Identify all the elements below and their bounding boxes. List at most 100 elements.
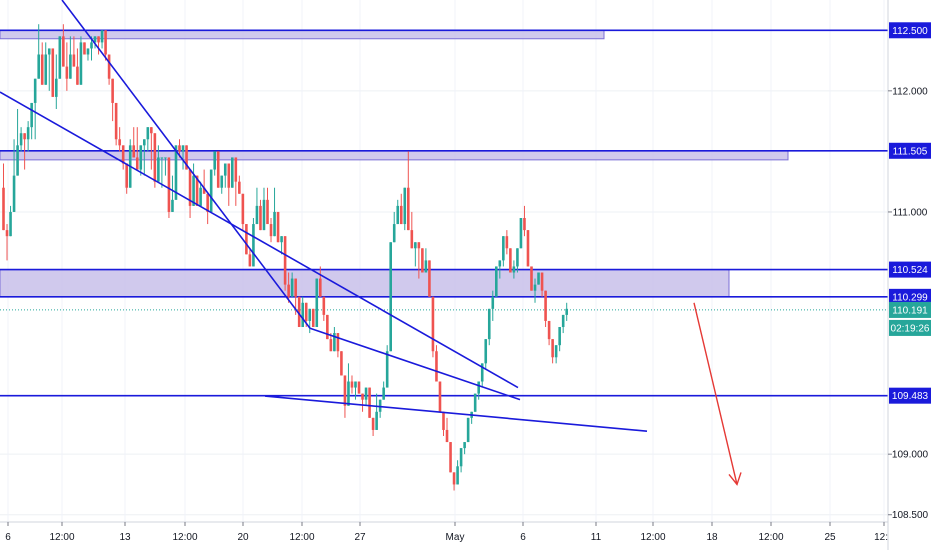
candle-body <box>30 102 33 128</box>
candle-body <box>118 139 121 146</box>
candle-body <box>326 314 329 340</box>
candle-body <box>438 381 442 412</box>
price-tick-111.000: 111.000 <box>893 207 928 218</box>
price-label-box-109.483 <box>889 387 931 404</box>
candle-body <box>206 193 209 212</box>
price-label-box-110.191 <box>889 301 931 318</box>
candle-body <box>389 242 392 352</box>
candle-body <box>262 199 266 231</box>
price-label-111.505: 111.505 <box>893 146 928 157</box>
candle-body <box>392 224 396 243</box>
price-label-box-110.524 <box>889 261 931 278</box>
candle-body <box>171 199 174 212</box>
candle-body <box>5 230 9 237</box>
candle-body <box>523 218 526 231</box>
candle-body <box>139 145 143 170</box>
candle-body <box>466 417 470 443</box>
candle-body <box>357 381 361 394</box>
time-tick-4: 20 <box>237 532 249 543</box>
candle-body <box>456 466 459 485</box>
candle-body <box>417 242 421 249</box>
candle-body <box>153 133 157 182</box>
candle-body <box>209 169 213 212</box>
candle-body <box>473 393 477 412</box>
price-label-110.299: 110.299 <box>892 292 928 303</box>
candle-body <box>498 260 502 267</box>
candle-body <box>396 205 400 225</box>
candles <box>2 24 568 491</box>
candle-body <box>23 133 26 140</box>
trendlines <box>0 0 648 432</box>
time-tick-13: 25 <box>824 532 836 543</box>
candle-body <box>93 36 97 43</box>
candle-body <box>164 157 167 159</box>
projection-arrow <box>693 302 742 486</box>
candle-body <box>565 308 568 315</box>
candle-body <box>280 236 283 243</box>
zones <box>0 29 789 298</box>
candle-body <box>199 187 202 206</box>
trendline-channel-upper-ext <box>309 327 521 401</box>
candle-body <box>114 102 118 140</box>
candle-body <box>2 187 5 231</box>
countdown-label: 02:19:26 <box>891 323 930 334</box>
candle-body <box>231 157 234 188</box>
candle-body <box>273 211 276 237</box>
candle-body <box>428 260 431 297</box>
candle-body <box>480 363 484 382</box>
grid <box>0 0 888 522</box>
trendline-channel-lower <box>0 91 519 389</box>
candle-body <box>97 36 100 43</box>
candle-body <box>452 472 456 485</box>
candle-body <box>248 254 252 267</box>
price-label-109.483: 109.483 <box>892 391 929 402</box>
trendline-channel-upper <box>61 0 311 329</box>
candle-body <box>40 54 44 85</box>
candle-body <box>371 417 375 430</box>
candle-body <box>188 169 192 206</box>
candle-body <box>160 157 164 159</box>
candle-body <box>512 266 516 273</box>
candle-body <box>185 145 188 170</box>
candle-body <box>561 314 565 328</box>
price-label-box-110.299 <box>889 288 931 305</box>
candle-body <box>266 199 269 225</box>
candle-body <box>104 30 107 55</box>
price-tick-108.500: 108.500 <box>892 510 929 521</box>
candle-body <box>491 296 495 309</box>
candle-body <box>223 163 227 176</box>
candle-body <box>530 266 533 291</box>
candle-body <box>554 345 558 358</box>
time-tick-7: May <box>446 532 465 543</box>
candle-body <box>445 429 449 443</box>
candle-body <box>322 296 326 315</box>
candle-body <box>442 411 445 430</box>
candle-body <box>340 351 343 376</box>
time-tick-8: 6 <box>520 532 526 543</box>
candle-body <box>167 157 171 212</box>
price-label-110.524: 110.524 <box>892 265 928 276</box>
candle-body <box>26 127 30 140</box>
candle-body <box>90 42 93 49</box>
candle-body <box>220 175 224 188</box>
price-axis[interactable] <box>889 0 932 522</box>
time-tick-0: 6 <box>5 532 11 543</box>
candle-body <box>424 260 428 273</box>
candle-body <box>83 42 86 55</box>
zone-111.505 <box>0 150 789 161</box>
candle-body <box>495 266 498 297</box>
candle-body <box>174 145 178 200</box>
candle-body <box>76 66 79 85</box>
candle-body <box>143 139 146 146</box>
time-tick-9: 11 <box>591 532 602 543</box>
candle-body <box>195 175 199 206</box>
price-tick-109.000: 109.000 <box>892 450 929 461</box>
candle-body <box>361 393 364 400</box>
candle-body <box>37 54 40 79</box>
candle-body <box>558 327 561 346</box>
candle-body <box>121 145 125 164</box>
trendline-breakout-line <box>264 395 648 432</box>
candle-body <box>132 145 136 158</box>
time-tick-6: 27 <box>354 532 366 543</box>
